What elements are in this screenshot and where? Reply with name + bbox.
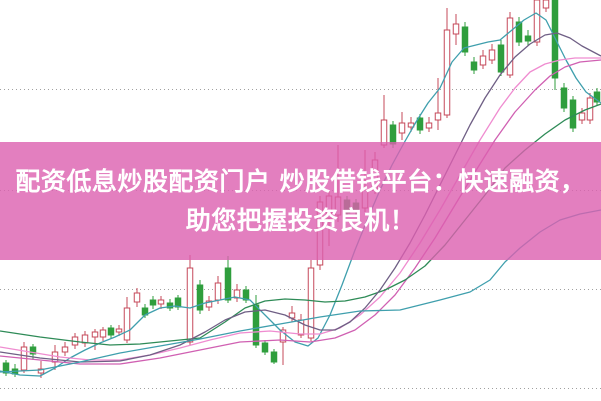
banner-title-line1: 配资低息炒股配资门户 炒股借钱平台：快速融资， (15, 167, 586, 196)
banner-title-line2: 助您把握投资良机！ (185, 206, 416, 235)
promo-banner: 配资低息炒股配资门户 炒股借钱平台：快速融资， 助您把握投资良机！ (0, 142, 601, 260)
